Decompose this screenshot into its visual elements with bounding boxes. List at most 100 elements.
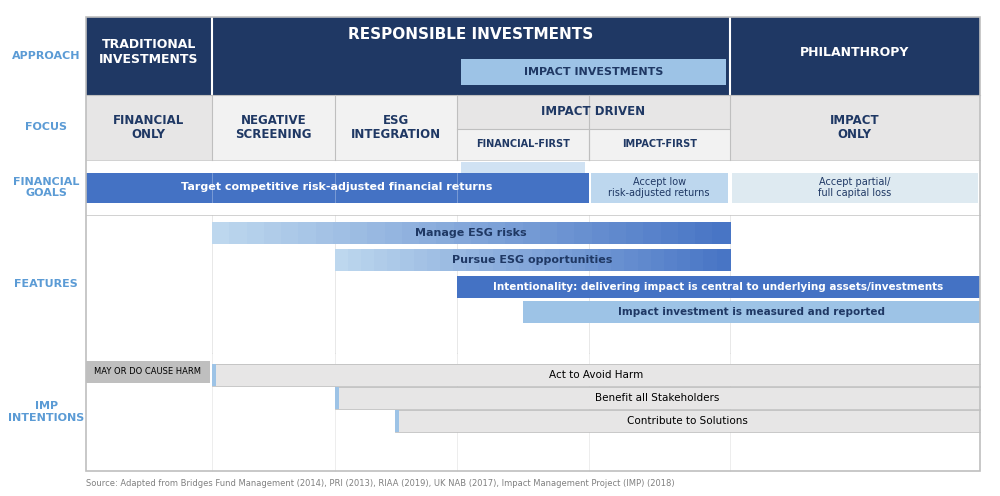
Bar [298,222,317,244]
Bar [574,222,593,244]
Text: ESG
INTEGRATION: ESG INTEGRATION [351,114,441,141]
Bar [281,222,299,244]
Bar [532,249,546,271]
Bar [335,249,349,271]
Text: IMPACT-FIRST: IMPACT-FIRST [622,139,697,149]
Bar [545,249,559,271]
Bar [505,222,524,244]
Bar [638,249,652,271]
Text: TRADITIONAL
INVESTMENTS: TRADITIONAL INVESTMENTS [99,38,199,66]
Bar [395,410,980,432]
Bar [335,387,339,409]
Text: Manage ESG risks: Manage ESG risks [415,228,527,238]
Bar [385,222,403,244]
Bar [664,249,678,271]
Bar [335,95,457,160]
Bar [436,222,455,244]
Text: Intentionality: delivering impact is central to underlying assets/investments: Intentionality: delivering impact is cen… [493,282,944,292]
Text: Benefit all Stakeholders: Benefit all Stakeholders [595,393,719,403]
Text: Source: Adapted from Bridges Fund Management (2014), PRI (2013), RIAA (2019), UK: Source: Adapted from Bridges Fund Manage… [86,480,674,489]
Bar [592,222,610,244]
Bar [333,222,351,244]
Text: FINANCIAL-FIRST: FINANCIAL-FIRST [476,139,570,149]
Bar [400,249,415,271]
Bar [557,222,575,244]
Bar [717,249,731,271]
Bar [419,222,437,244]
Bar [86,17,212,95]
Text: RESPONSIBLE INVESTMENTS: RESPONSIBLE INVESTMENTS [348,27,594,42]
Bar [488,222,506,244]
Bar [585,249,599,271]
Bar [457,95,730,129]
Bar [457,276,980,298]
Bar [457,95,589,160]
Bar [453,249,467,271]
Bar [695,222,713,244]
Bar [86,173,589,202]
Bar [427,249,441,271]
Bar [677,249,691,271]
Bar [712,222,731,244]
Bar [523,301,980,323]
Bar [493,249,507,271]
Bar [732,173,978,202]
Text: IMPACT
ONLY: IMPACT ONLY [830,114,880,141]
Bar [523,222,541,244]
Bar [651,249,665,271]
Text: Impact investment is measured and reported: Impact investment is measured and report… [618,307,885,317]
Bar [559,249,573,271]
Bar [212,95,335,160]
Bar [440,249,454,271]
Bar [247,222,265,244]
Bar [678,222,696,244]
Bar [703,249,718,271]
Bar [361,249,375,271]
Text: NEGATIVE
SCREENING: NEGATIVE SCREENING [235,114,312,141]
Text: FOCUS: FOCUS [25,123,67,132]
Bar [212,364,980,386]
Bar [212,222,230,244]
Text: Contribute to Solutions: Contribute to Solutions [627,416,748,426]
Text: FINANCIAL
GOALS: FINANCIAL GOALS [13,177,80,198]
Bar [466,249,480,271]
Bar [348,249,362,271]
Bar [86,361,210,383]
Bar [86,95,212,160]
Bar [598,249,612,271]
Bar [519,249,533,271]
Bar [589,95,730,160]
Bar [212,364,216,386]
Bar [387,249,401,271]
Text: Accept low
risk-adjusted returns: Accept low risk-adjusted returns [608,177,710,198]
Bar [643,222,662,244]
Bar [611,249,625,271]
Bar [479,249,494,271]
Text: Target competitive risk-adjusted financial returns: Target competitive risk-adjusted financi… [181,183,493,192]
Bar [506,249,520,271]
Bar [461,59,726,85]
Bar [335,387,980,409]
Bar [229,222,248,244]
Text: Accept partial/
full capital loss: Accept partial/ full capital loss [818,177,891,198]
Text: FEATURES: FEATURES [14,279,78,289]
Bar [367,222,386,244]
Bar [730,95,980,160]
Bar [414,249,428,271]
Bar [316,222,334,244]
Text: IMP
INTENTIONS: IMP INTENTIONS [8,401,84,423]
Bar [690,249,704,271]
Text: Pursue ESG opportunities: Pursue ESG opportunities [452,255,612,265]
Bar [572,249,586,271]
Text: MAY OR DO CAUSE HARM: MAY OR DO CAUSE HARM [94,368,201,376]
Bar [461,162,585,180]
Text: IMPACT INVESTMENTS: IMPACT INVESTMENTS [524,67,663,77]
Bar [374,249,388,271]
Bar [264,222,282,244]
Bar [350,222,368,244]
Bar [395,410,399,432]
Text: FINANCIAL
ONLY: FINANCIAL ONLY [113,114,184,141]
Bar [454,222,472,244]
Text: Act to Avoid Harm: Act to Avoid Harm [549,370,643,380]
Text: PHILANTHROPY: PHILANTHROPY [800,46,909,59]
